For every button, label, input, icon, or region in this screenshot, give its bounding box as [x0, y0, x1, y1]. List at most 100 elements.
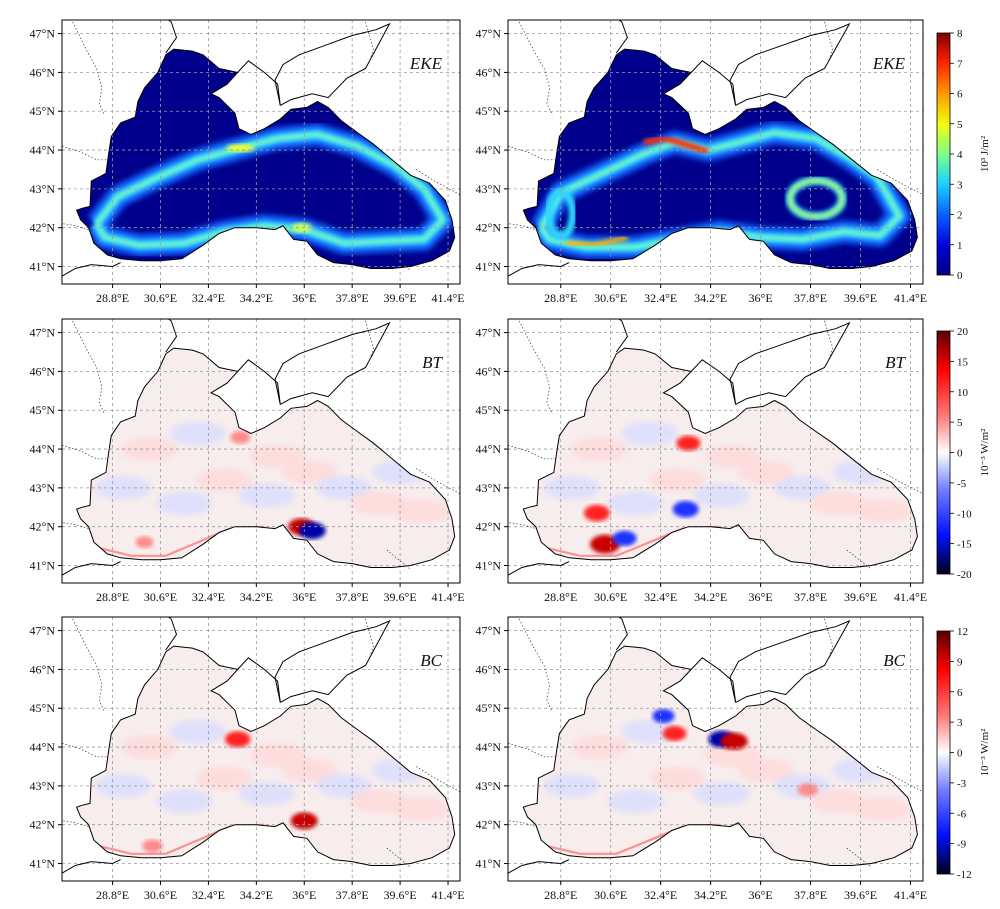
x-tick-label: 36°E	[749, 590, 773, 604]
colorbar-fill	[936, 32, 951, 276]
thrace-coastline	[61, 859, 121, 874]
country-border	[518, 618, 553, 713]
y-tick-label: 45°N	[30, 701, 56, 715]
bg-patch	[393, 499, 450, 524]
y-tick-label: 42°N	[476, 221, 502, 235]
country-border	[386, 847, 411, 868]
y-tick-label: 44°N	[476, 143, 502, 157]
colorbar-tick-label: -3	[957, 778, 967, 790]
colorbar-bt: 20 15 10 5 0 -5 -10 -15 -20 10⁻³ W/m²	[936, 326, 991, 581]
x-tick-label: 41.4°E	[894, 590, 927, 604]
x-tick-label: 28.8°E	[544, 590, 577, 604]
axes-frame	[61, 318, 461, 584]
country-border	[61, 444, 108, 460]
bg-patch	[156, 789, 213, 814]
y-tick-label: 43°N	[30, 182, 56, 196]
x-tick-label: 28.8°E	[544, 291, 577, 305]
country-border	[365, 618, 374, 662]
colorbar-tick-label: 0	[957, 448, 963, 460]
crimea-coastline	[690, 359, 737, 405]
bg-patch	[704, 742, 761, 767]
colorbar-tick-label: 8	[957, 28, 963, 40]
country-border	[518, 320, 553, 415]
colorbar-tick-label: 12	[957, 626, 968, 638]
y-tick-label: 41°N	[476, 857, 502, 871]
bg-patch	[607, 491, 664, 516]
bg-patch	[238, 483, 295, 508]
country-border	[507, 444, 556, 460]
x-tick-label: 37.8°E	[794, 291, 827, 305]
colorbar-tick-label: 6	[957, 89, 963, 101]
river-coastline	[615, 616, 628, 651]
country-border	[824, 618, 834, 662]
colorbar-fill	[936, 330, 951, 575]
jet-south	[291, 222, 312, 233]
y-tick-label: 44°N	[476, 740, 502, 754]
bg-patch	[854, 499, 911, 524]
colorbar-tick-label: 1	[957, 240, 963, 252]
x-tick-label: 28.8°E	[544, 888, 577, 902]
colorbar-tick-label: 2	[957, 210, 963, 222]
thrace-coastline	[61, 561, 121, 576]
x-tick-label: 36°E	[749, 888, 773, 902]
bg-patch	[169, 719, 226, 744]
country-border	[63, 223, 89, 230]
colorbar-unit: 10⁻³ W/m²	[979, 428, 991, 477]
country-border	[63, 522, 89, 529]
coastline	[522, 347, 918, 568]
bg-patch	[810, 491, 867, 516]
axes-frame	[507, 19, 924, 285]
river-coastline	[165, 318, 178, 353]
x-tick-label: 37.8°E	[794, 590, 827, 604]
country-border	[509, 522, 536, 529]
x-tick-label: 30.6°E	[144, 590, 177, 604]
country-border	[415, 468, 461, 495]
field-layer	[87, 123, 454, 257]
y-tick-label: 42°N	[476, 818, 502, 832]
thrace-coastline	[507, 561, 570, 576]
panel-label: BC	[420, 651, 442, 670]
country-border	[386, 250, 411, 271]
colorbar-tick-label: 5	[957, 119, 963, 131]
y-tick-label: 44°N	[30, 143, 56, 157]
x-tick-label: 28.8°E	[96, 888, 129, 902]
river-coastline	[615, 19, 628, 54]
anomaly-feature	[298, 522, 326, 540]
map-panel-6: 28.8°E 30.6°E 32.4°E 34.2°E 36°E 37.8°E 39.6°E…	[476, 616, 927, 902]
x-tick-label: 28.8°E	[96, 291, 129, 305]
panel-label: BT	[422, 353, 443, 372]
crimea-coastline	[237, 657, 281, 703]
colorbar-tick-label: 5	[957, 417, 963, 429]
map-panel-5: 28.8°E 30.6°E 32.4°E 34.2°E 36°E 37.8°E 39.6°E…	[30, 616, 465, 902]
country-border	[824, 21, 834, 65]
x-tick-label: 32.4°E	[644, 590, 677, 604]
bg-patch	[738, 758, 795, 783]
x-tick-label: 36°E	[292, 291, 316, 305]
y-tick-label: 42°N	[476, 520, 502, 534]
x-tick-label: 28.8°E	[96, 590, 129, 604]
x-tick-label: 36°E	[749, 291, 773, 305]
river-coastline	[165, 19, 178, 54]
bg-patch	[649, 766, 706, 791]
rim-current-core	[95, 133, 445, 247]
crimea-coastline	[237, 60, 281, 106]
y-tick-label: 44°N	[476, 442, 502, 456]
x-tick-label: 41.4°E	[431, 291, 464, 305]
y-tick-label: 47°N	[476, 326, 502, 340]
coastline	[75, 347, 456, 568]
y-tick-label: 46°N	[476, 364, 502, 378]
colorbar-tick-label: 7	[957, 58, 963, 70]
azov-coastline	[729, 619, 851, 703]
sea-field	[76, 49, 455, 269]
y-tick-label: 42°N	[30, 818, 56, 832]
field-layer	[543, 421, 911, 557]
colorbar-tick-label: 9	[957, 656, 963, 668]
rim-current-core	[539, 131, 901, 249]
colorbar-unit: 10³ J/m²	[979, 135, 991, 172]
x-tick-label: 37.8°E	[336, 590, 369, 604]
y-tick-label: 45°N	[476, 701, 502, 715]
x-tick-label: 34.2°E	[694, 291, 727, 305]
bg-patch	[249, 444, 306, 469]
x-tick-label: 36°E	[292, 590, 316, 604]
bg-patch	[854, 797, 911, 822]
